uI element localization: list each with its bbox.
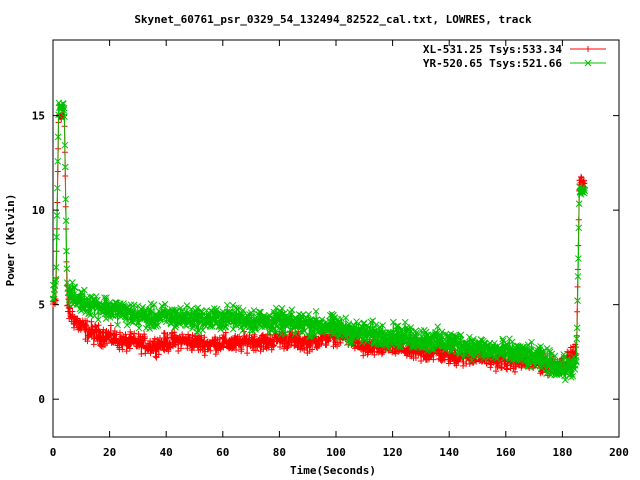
- x-tick-label: 120: [383, 446, 403, 459]
- plot-area: 0 20 40 60 80 100 120 140 160 180 200 0 5 10 15: [32, 39, 629, 459]
- x-axis-label: Time(Seconds): [290, 464, 376, 477]
- legend-marker: [585, 46, 591, 52]
- ticks-layer: 0 20 40 60 80 100 120 140 160 180 200 0 5 10 15: [32, 40, 629, 459]
- legend-swatch-yr: [570, 59, 606, 67]
- legend-label-yr: YR-520.65 Tsys:521.66: [423, 57, 562, 70]
- legend: XL-531.25 Tsys:533.34 YR-520.65 Tsys:521…: [423, 43, 606, 70]
- chart-title: Skynet_60761_psr_0329_54_132494_82522_ca…: [134, 13, 532, 26]
- legend-swatch-xl: [570, 46, 606, 52]
- x-tick-label: 140: [439, 446, 459, 459]
- x-tick-label: 100: [326, 446, 346, 459]
- series-layer: [49, 99, 589, 384]
- y-axis-label: Power (Kelvin): [4, 194, 17, 287]
- legend-label-xl: XL-531.25 Tsys:533.34: [423, 43, 562, 56]
- x-tick-label: 160: [496, 446, 516, 459]
- x-tick-label: 0: [50, 446, 57, 459]
- series-1: [49, 99, 589, 384]
- series-0: [50, 111, 588, 379]
- y-tick-label: 0: [38, 393, 45, 406]
- y-tick-label: 15: [32, 110, 45, 123]
- series-markers: [50, 111, 588, 379]
- x-tick-label: 60: [216, 446, 229, 459]
- x-tick-label: 40: [160, 446, 173, 459]
- x-tick-label: 20: [103, 446, 116, 459]
- x-tick-label: 180: [552, 446, 572, 459]
- plot-frame: [52, 39, 620, 438]
- y-tick-label: 5: [38, 299, 45, 312]
- series-markers: [49, 99, 589, 384]
- x-tick-label: 80: [273, 446, 286, 459]
- legend-marker: [584, 59, 592, 67]
- y-tick-label: 10: [32, 204, 45, 217]
- x-tick-label: 200: [609, 446, 629, 459]
